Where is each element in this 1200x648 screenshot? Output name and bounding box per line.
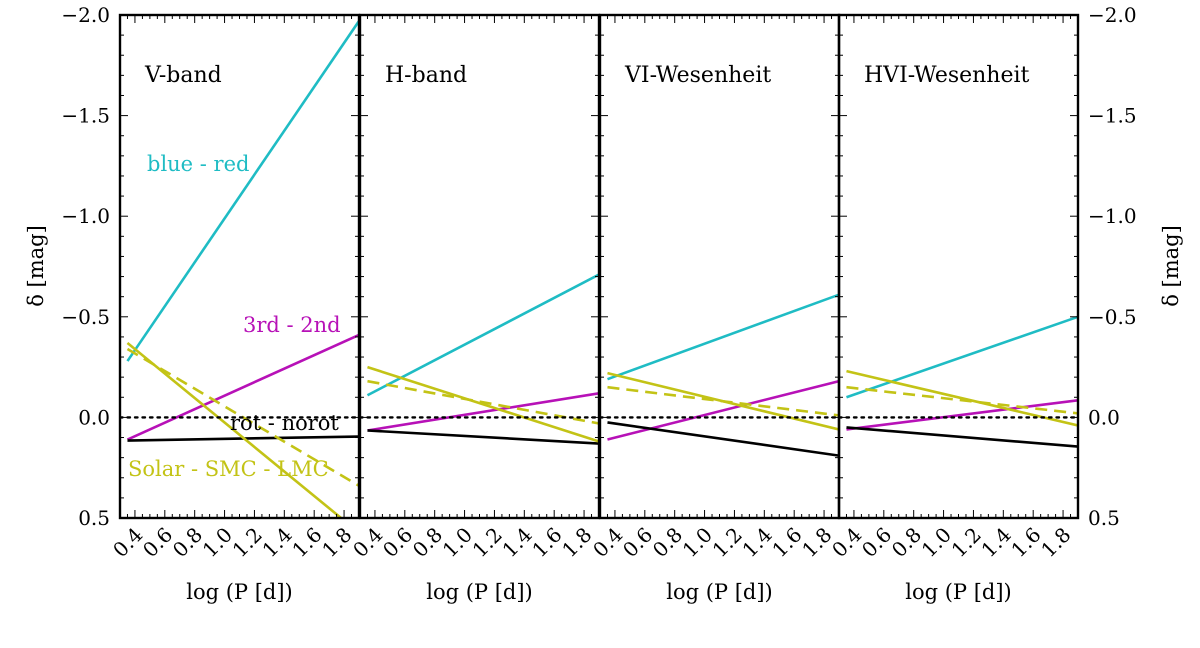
annotation-solar-smc-lmc: Solar - SMC - LMC — [128, 457, 329, 481]
panel-2-series — [360, 273, 599, 445]
series-solar---lmc-line — [607, 385, 839, 417]
y-tick-label-left: 0.5 — [78, 506, 110, 530]
series-blue---red-line — [607, 293, 839, 381]
series-solar---smc-line — [126, 341, 342, 518]
series-3rd---2nd-line — [126, 333, 359, 441]
y-tick-label-right: −0.5 — [1088, 305, 1137, 329]
series-blue---red-line — [366, 273, 599, 397]
y-tick-label-right: −1.0 — [1088, 204, 1137, 228]
x-axis-label: log (P [d]) — [666, 580, 773, 604]
series-3rd---2nd-line — [367, 391, 599, 432]
panel-3-frame — [598, 13, 841, 520]
panel-title: V-band — [144, 63, 222, 88]
panel-1-series — [120, 20, 359, 518]
y-tick-label-left: −2.0 — [61, 3, 110, 27]
panel-title: HVI-Wesenheit — [864, 63, 1030, 88]
series-solar---smc-line — [367, 365, 599, 443]
x-axis-label: log (P [d]) — [905, 580, 1012, 604]
y-tick-label-left: −1.0 — [61, 204, 110, 228]
panel-4-series — [839, 315, 1078, 448]
y-tick-label-right: −2.0 — [1088, 3, 1137, 27]
panel-title: VI-Wesenheit — [624, 63, 771, 88]
y-tick-label-left: 0.0 — [78, 405, 110, 429]
series-blue---red-line — [846, 315, 1078, 399]
series-rot---norot-line — [607, 421, 839, 457]
y-axis-label-right: δ [mag] — [1159, 225, 1183, 307]
panel-3-series — [600, 293, 839, 457]
series-rot---norot-line — [846, 426, 1078, 448]
series-3rd---2nd-line — [607, 379, 839, 441]
y-axis-label-left: δ [mag] — [24, 225, 48, 307]
series-rot---norot-line — [367, 429, 599, 445]
y-tick-label-left: −0.5 — [61, 305, 110, 329]
y-tick-label-right: 0.0 — [1088, 405, 1120, 429]
panel-1-frame — [118, 13, 361, 520]
y-tick-label-right: 0.5 — [1088, 506, 1120, 530]
series-3rd---2nd-line — [846, 399, 1078, 431]
annotation-blue-red: blue - red — [147, 152, 249, 176]
annotation-3rd-2nd: 3rd - 2nd — [243, 313, 341, 337]
series-solar---lmc-line — [367, 379, 599, 425]
panel-title: H-band — [385, 63, 467, 88]
annotation-rot-norot: rot - norot — [230, 411, 339, 435]
series-blue---red-line — [126, 20, 359, 362]
y-tick-label-left: −1.5 — [61, 104, 110, 128]
x-tick-label: 1.8 — [1036, 523, 1075, 562]
x-axis-label: log (P [d]) — [186, 580, 293, 604]
series-solar---smc-line — [846, 369, 1078, 427]
x-axis-label: log (P [d]) — [426, 580, 533, 604]
y-tick-label-right: −1.5 — [1088, 104, 1137, 128]
series-solar---lmc-line — [846, 385, 1078, 415]
